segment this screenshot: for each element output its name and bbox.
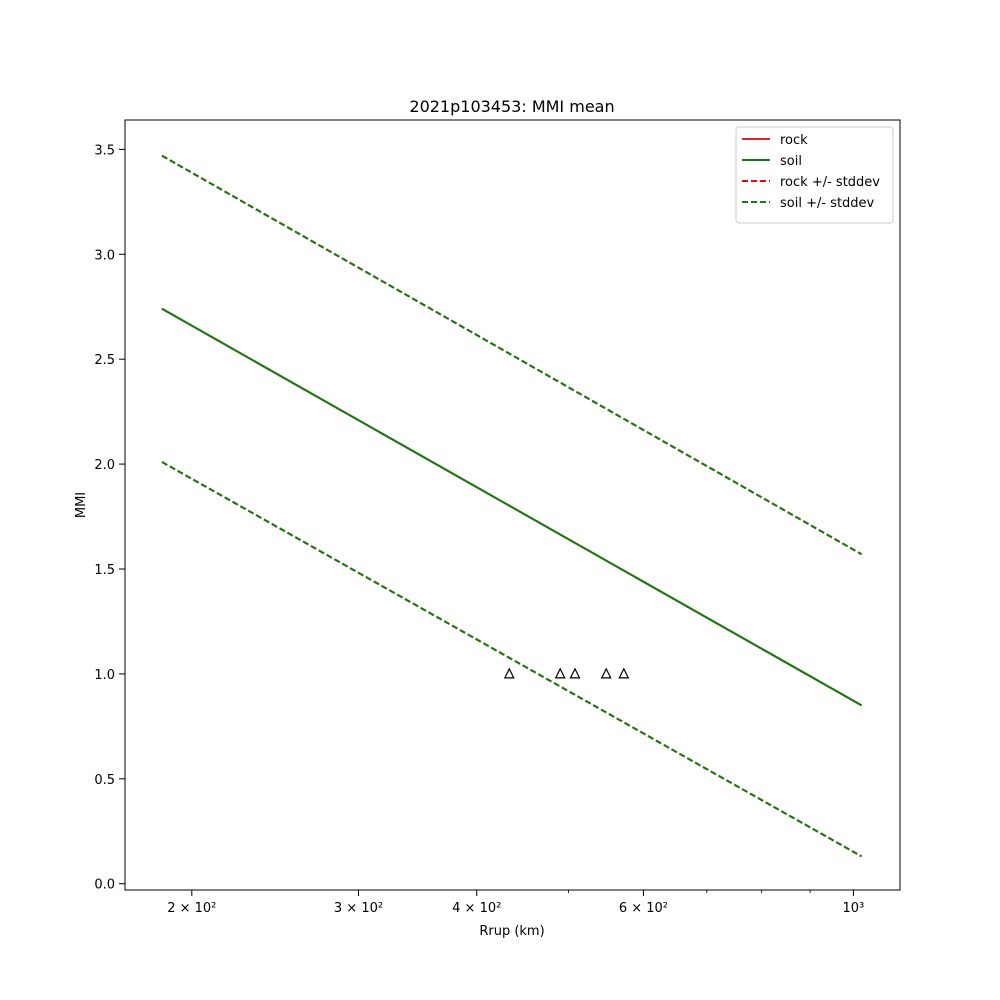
- y-tick-label: 2.0: [94, 458, 115, 473]
- observation-marker: [569, 667, 581, 679]
- y-axis-label: MMI: [74, 492, 89, 518]
- series-layer: [161, 154, 863, 858]
- series-line-3: [161, 154, 863, 556]
- x-tick-label: 2 × 10²: [167, 901, 216, 916]
- x-axis: 2 × 10² 3 × 10² 4 × 10² 6 × 10² 10³: [167, 890, 864, 916]
- x-axis-label: Rrup (km): [479, 924, 544, 939]
- observation-marker: [600, 667, 612, 679]
- observation-marker: [618, 667, 630, 679]
- plot-area: [124, 119, 901, 891]
- chart-title: 2021p103453: MMI mean: [409, 97, 614, 116]
- legend-label: soil: [780, 154, 802, 169]
- x-tick-label: 10³: [843, 901, 865, 916]
- y-tick-label: 1.5: [94, 563, 115, 578]
- observation-markers: [503, 667, 630, 679]
- y-tick-label: 0.5: [94, 773, 115, 788]
- y-tick-label: 3.5: [94, 143, 115, 158]
- y-tick-label: 3.0: [94, 248, 115, 263]
- legend-label: rock +/- stddev: [780, 175, 880, 190]
- series-line-1: [161, 307, 863, 707]
- legend-label: rock: [780, 133, 808, 148]
- y-tick-label: 2.5: [94, 353, 115, 368]
- series-line-3-lower: [161, 461, 863, 858]
- observation-marker: [503, 667, 515, 679]
- x-tick-label: 6 × 10²: [619, 901, 668, 916]
- legend-label: soil +/- stddev: [780, 196, 875, 211]
- x-tick-label: 4 × 10²: [452, 901, 501, 916]
- y-axis: 0.0 0.5 1.0 1.5 2.0 2.5 3.0 3.5: [94, 143, 125, 893]
- legend: rock soil rock +/- stddev soil +/- stddev: [735, 126, 894, 224]
- y-tick-label: 1.0: [94, 668, 115, 683]
- observation-marker: [554, 667, 566, 679]
- plot-frame: [124, 119, 901, 891]
- legend-box: [735, 126, 894, 224]
- y-tick-label: 0.0: [94, 878, 115, 893]
- x-tick-label: 3 × 10²: [334, 901, 383, 916]
